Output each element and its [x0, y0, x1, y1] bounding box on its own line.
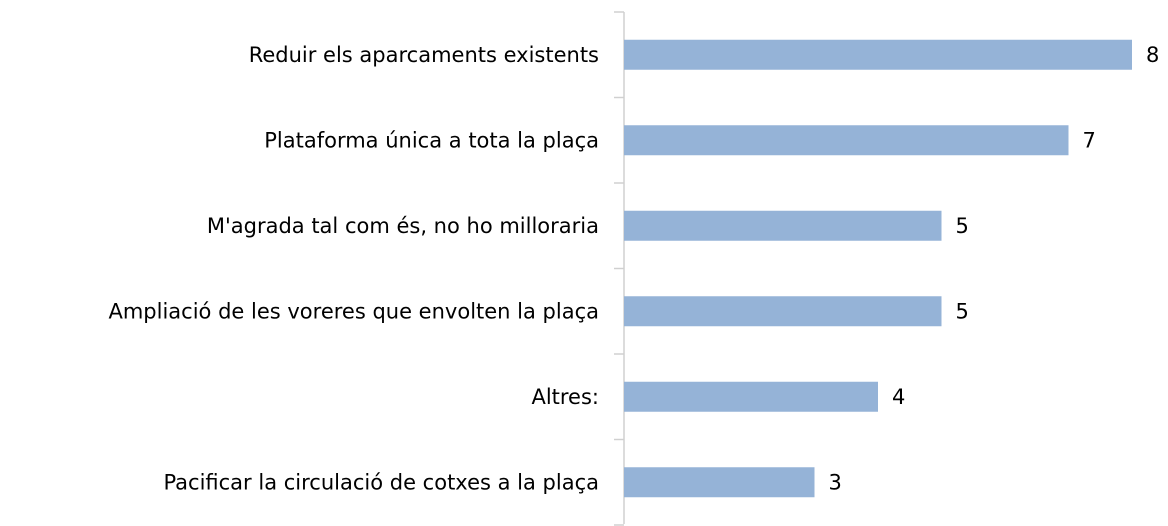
bar [624, 39, 1132, 70]
value-label: 4 [892, 385, 905, 409]
bar [624, 125, 1069, 156]
bar [624, 210, 942, 241]
value-label: 7 [1083, 128, 1096, 152]
bar [624, 296, 942, 327]
bar [624, 467, 815, 498]
value-label: 3 [829, 470, 842, 494]
value-label: 5 [956, 299, 969, 323]
category-label: Pacificar la circulació de cotxes a la p… [163, 470, 599, 494]
value-label: 8 [1146, 43, 1159, 67]
bar [624, 381, 878, 412]
value-label: 5 [956, 214, 969, 238]
category-label: Ampliació de les voreres que envolten la… [108, 299, 599, 323]
category-label: Plataforma única a tota la plaça [264, 128, 599, 152]
category-label: Altres: [531, 385, 599, 409]
category-label: M'agrada tal com és, no ho milloraria [207, 214, 599, 238]
category-label: Reduir els aparcaments existents [249, 43, 599, 67]
